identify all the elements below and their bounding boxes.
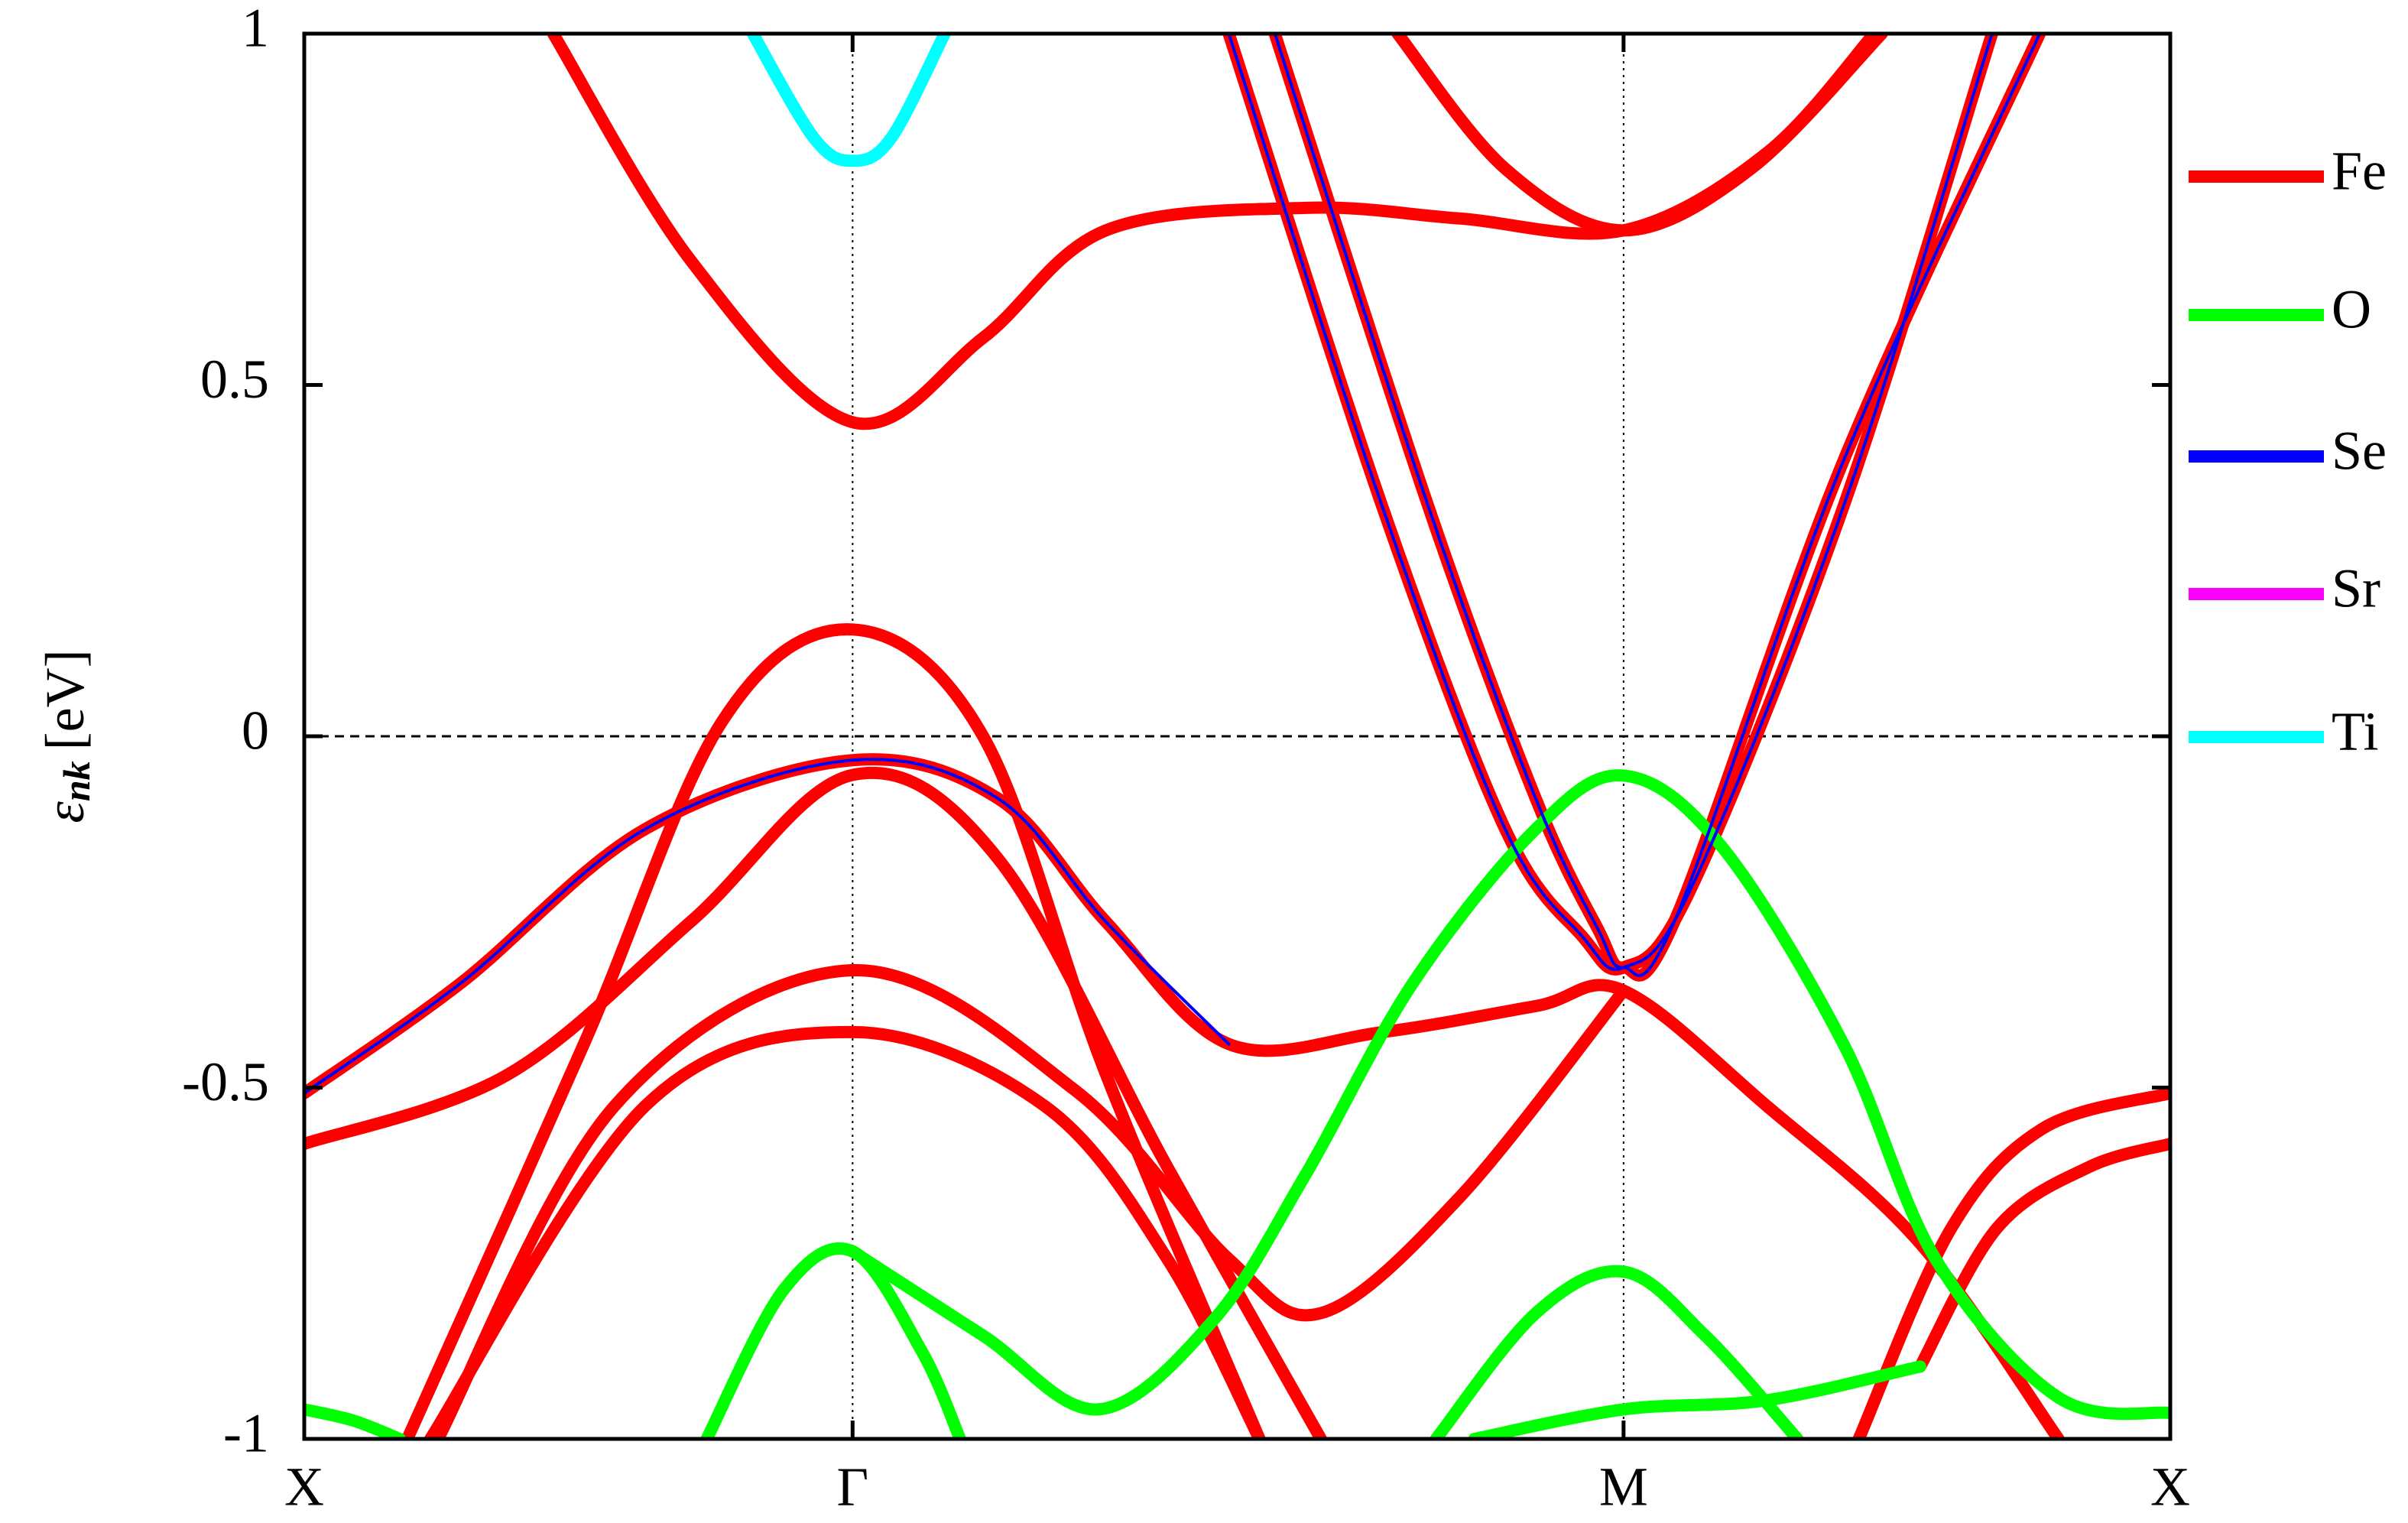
band-line: [700, 1242, 966, 1439]
band-line: [1852, 1086, 2170, 1439]
legend-label: Fe: [2332, 141, 2387, 202]
y-tick-label: -1: [223, 1403, 269, 1464]
band-line: [304, 766, 1327, 1439]
band-line: [547, 34, 1881, 430]
legend-label: Sr: [2332, 558, 2380, 619]
legend: Fe O Se Sr Ti: [2189, 141, 2387, 762]
band-line: [1430, 1265, 1804, 1439]
y-tick-label: 1: [242, 0, 269, 59]
tick-layer: -1 -0.5 0 0.5 1 X Γ M X: [182, 0, 2190, 1518]
band-line: [432, 964, 1630, 1439]
band-line: [304, 758, 1231, 1095]
legend-label: O: [2332, 279, 2371, 340]
y-axis-label: εnk [eV]: [34, 649, 99, 823]
y-label-unit: [eV]: [34, 649, 96, 750]
x-tick-label: Γ: [836, 1456, 868, 1518]
x-tick-label: M: [1599, 1456, 1648, 1518]
y-tick-label: 0.5: [200, 349, 269, 410]
x-tick-label: X: [284, 1456, 324, 1518]
band-line: [1268, 34, 2046, 982]
band-line: [1468, 1360, 1926, 1439]
y-label-symbol: ε: [34, 801, 96, 823]
band-line: [304, 753, 2065, 1439]
legend-label: Se: [2332, 421, 2387, 482]
band-layer: [304, 34, 2170, 1439]
band-line: [1391, 34, 1888, 237]
band-line: [1222, 34, 1998, 976]
y-tick-label: 0: [242, 700, 269, 762]
band-line: [401, 623, 1266, 1439]
y-tick-label: -0.5: [182, 1051, 269, 1112]
grid-layer: [303, 34, 2171, 1439]
band-line: [1227, 34, 1994, 971]
band-line: [304, 1403, 406, 1439]
band-line: [1273, 34, 2042, 977]
band-line: [424, 1025, 1266, 1439]
legend-label: Ti: [2332, 701, 2378, 762]
y-label-subscript: nk: [55, 761, 98, 801]
x-tick-label: X: [2150, 1456, 2190, 1518]
band-line: [1913, 1138, 2170, 1373]
band-line: [846, 769, 2170, 1421]
band-line: [746, 34, 951, 167]
